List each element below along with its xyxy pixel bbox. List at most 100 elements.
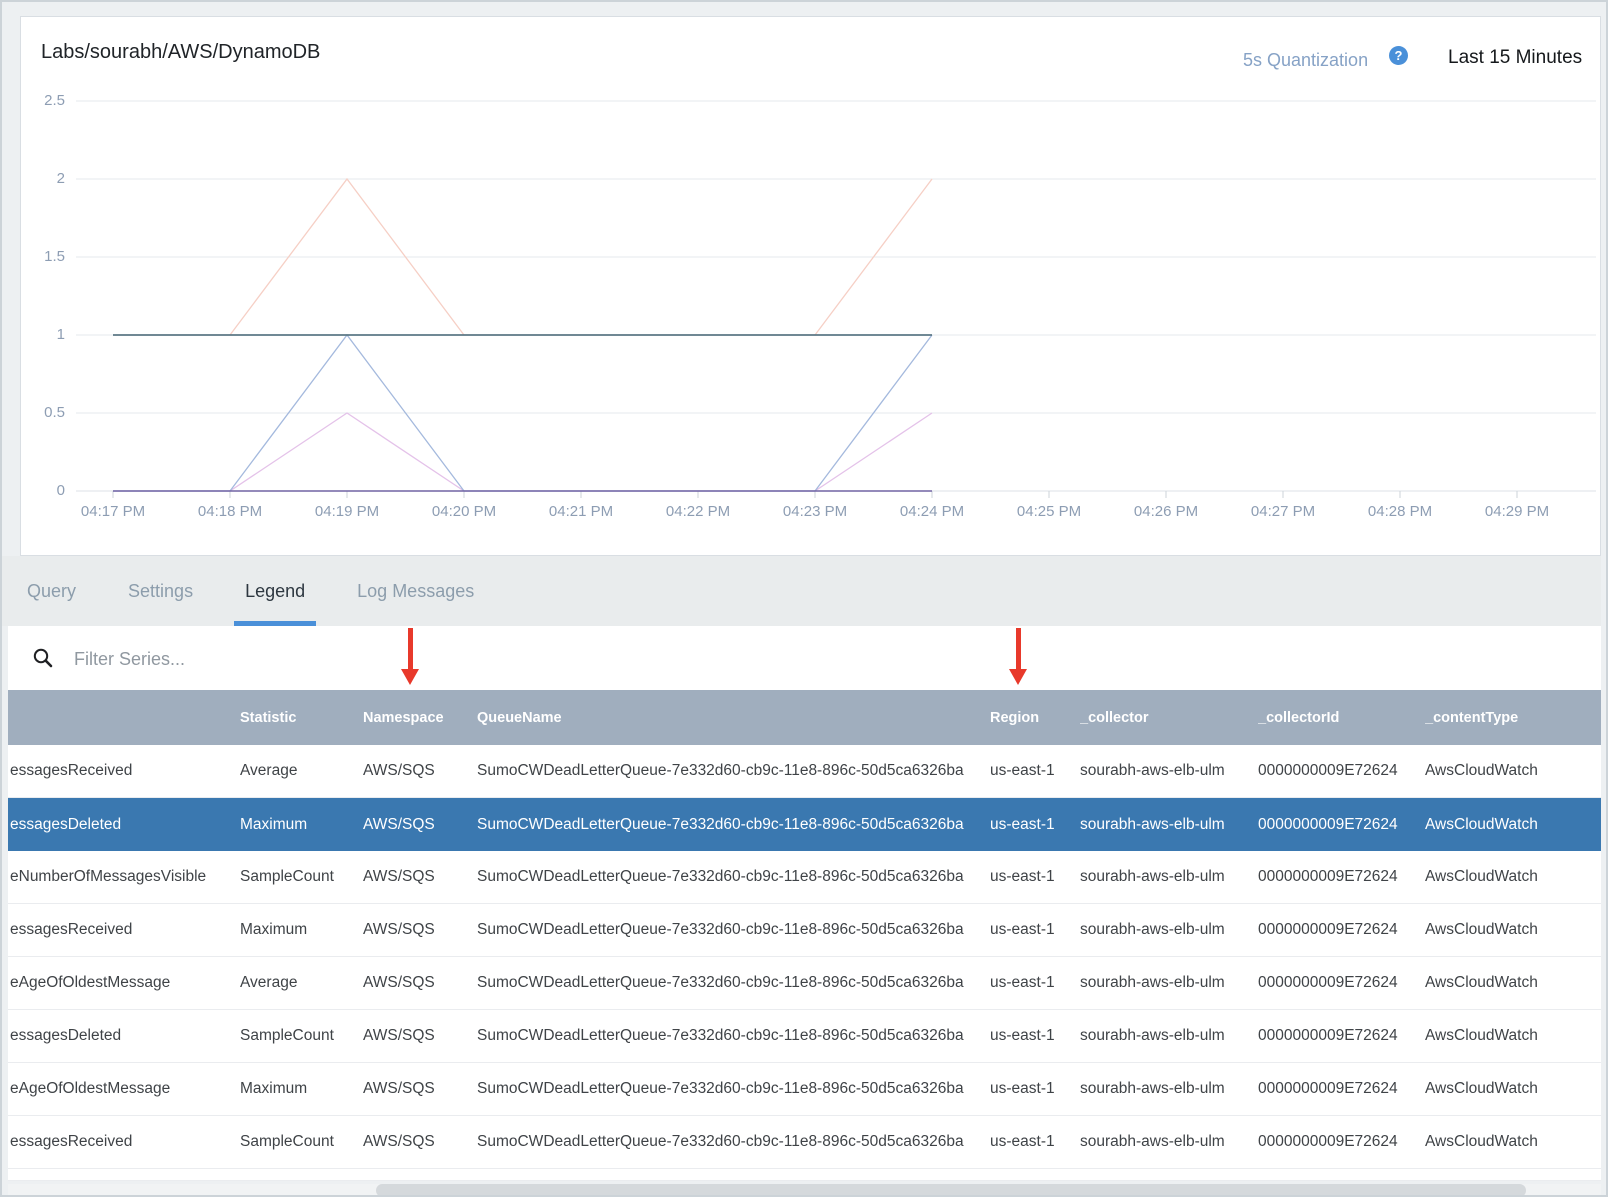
queue-name-cell: SumoCWDeadLetterQueue-7e332d60-cb9c-11e8…: [477, 921, 964, 938]
content-type-cell: AwsCloudWatch: [1425, 1027, 1538, 1044]
tab-bar: Query Settings Legend Log Messages: [0, 556, 1601, 626]
x-axis-tick-label: 04:25 PM: [1016, 503, 1082, 520]
namespace-cell: AWS/SQS: [363, 974, 435, 991]
x-axis-tick-label: 04:26 PM: [1133, 503, 1199, 520]
region-cell: us-east-1: [990, 815, 1055, 833]
tab-query[interactable]: Query: [27, 580, 77, 601]
y-axis-tick-label: 0.5: [44, 404, 65, 421]
statistic-cell: Average: [240, 974, 298, 991]
collector-id-cell: 0000000009E72624: [1258, 868, 1398, 885]
x-axis-tick-label: 04:19 PM: [314, 503, 380, 520]
region-cell: us-east-1: [990, 1133, 1055, 1150]
series-name-cell: essagesReceived: [10, 762, 133, 779]
y-axis-tick-label: 1: [56, 326, 65, 343]
table-row[interactable]: eAgeOfOldestMessage Maximum AWS/SQS SumoCWD…: [8, 1063, 1601, 1116]
table-body: essagesReceived Average AWS/SQS SumoCWDeadL…: [8, 745, 1601, 1169]
content-type-cell: AwsCloudWatch: [1425, 1133, 1538, 1150]
series-name-cell: eNumberOfMessagesVisible: [10, 868, 207, 885]
table-row[interactable]: essagesReceived SampleCount AWS/SQS SumoCWD…: [8, 1116, 1601, 1169]
table-row[interactable]: essagesDeleted SampleCount AWS/SQS SumoCWDe…: [8, 1010, 1601, 1063]
column-header-namespace[interactable]: Namespace: [363, 709, 444, 726]
column-header-statistic[interactable]: Statistic: [240, 709, 297, 726]
content-type-cell: AwsCloudWatch: [1425, 1080, 1538, 1097]
column-header-queuename[interactable]: QueueName: [477, 709, 562, 726]
column-header-region[interactable]: Region: [990, 709, 1040, 726]
collector-cell: sourabh-aws-elb-ulm: [1080, 815, 1225, 833]
metrics-line-chart: [76, 100, 1596, 498]
tab-settings[interactable]: Settings: [128, 580, 194, 601]
help-icon[interactable]: ?: [1389, 46, 1408, 65]
collector-id-cell: 0000000009E72624: [1258, 815, 1398, 833]
x-axis-tick-label: 04:17 PM: [80, 503, 146, 520]
x-axis-tick-label: 04:24 PM: [899, 503, 965, 520]
column-header-collector[interactable]: _collector: [1080, 709, 1149, 726]
table-row[interactable]: essagesReceived Average AWS/SQS SumoCWDeadL…: [8, 745, 1601, 798]
horizontal-scrollbar[interactable]: [8, 1184, 1601, 1197]
table-row[interactable]: essagesReceived Maximum AWS/SQS SumoCWDeadL…: [8, 904, 1601, 957]
y-axis-tick-label: 0: [56, 482, 65, 499]
x-axis-tick-label: 04:29 PM: [1484, 503, 1550, 520]
queue-name-cell: SumoCWDeadLetterQueue-7e332d60-cb9c-11e8…: [477, 1080, 964, 1097]
table-row[interactable]: eAgeOfOldestMessage Average AWS/SQS SumoCWD…: [8, 957, 1601, 1010]
filter-row: [8, 626, 1601, 690]
x-axis-tick-label: 04:22 PM: [665, 503, 731, 520]
series-name-cell: essagesDeleted: [10, 815, 122, 833]
column-header-collectorid[interactable]: _collectorId: [1258, 709, 1340, 726]
region-cell: us-east-1: [990, 1080, 1055, 1097]
region-cell: us-east-1: [990, 974, 1055, 991]
column-header-contenttype[interactable]: _contentType: [1425, 709, 1519, 726]
quantization-label[interactable]: 5s Quantization: [1243, 50, 1369, 70]
statistic-cell: SampleCount: [240, 868, 334, 885]
collector-id-cell: 0000000009E72624: [1258, 1080, 1398, 1097]
queue-name-cell: SumoCWDeadLetterQueue-7e332d60-cb9c-11e8…: [477, 815, 964, 833]
x-axis-tick-label: 04:27 PM: [1250, 503, 1316, 520]
statistic-cell: SampleCount: [240, 1027, 334, 1044]
y-axis-tick-label: 2.5: [44, 92, 65, 109]
table-row[interactable]: eNumberOfMessagesVisible SampleCount AWS/S…: [8, 851, 1601, 904]
y-axis-tick-label: 1.5: [44, 248, 65, 265]
x-axis-tick-label: 04:20 PM: [431, 503, 497, 520]
arrow-head-icon: [1008, 669, 1027, 685]
collector-id-cell: 0000000009E72624: [1258, 974, 1398, 991]
namespace-cell: AWS/SQS: [363, 762, 435, 779]
region-cell: us-east-1: [990, 1027, 1055, 1044]
collector-cell: sourabh-aws-elb-ulm: [1080, 974, 1225, 991]
x-axis-tick-label: 04:18 PM: [197, 503, 263, 520]
table-header-row: Statistic Namespace QueueName Region _collec…: [8, 690, 1601, 745]
series-name-cell: essagesDeleted: [10, 1027, 122, 1044]
content-type-cell: AwsCloudWatch: [1425, 921, 1538, 938]
time-range-selector[interactable]: Last 15 Minutes: [1448, 47, 1583, 68]
collector-id-cell: 0000000009E72624: [1258, 921, 1398, 938]
content-type-cell: AwsCloudWatch: [1425, 974, 1538, 991]
namespace-cell: AWS/SQS: [363, 1133, 435, 1150]
arrow-shaft: [1015, 628, 1021, 669]
collector-id-cell: 0000000009E72624: [1258, 1133, 1398, 1150]
statistic-cell: SampleCount: [240, 1133, 334, 1150]
collector-cell: sourabh-aws-elb-ulm: [1080, 1080, 1225, 1097]
namespace-cell: AWS/SQS: [363, 921, 435, 938]
filter-series-input[interactable]: [72, 642, 676, 676]
search-icon: [32, 647, 54, 674]
namespace-cell: AWS/SQS: [363, 815, 435, 833]
x-axis-tick-label: 04:23 PM: [782, 503, 848, 520]
tab-legend[interactable]: Legend: [234, 556, 317, 626]
table-row-partial: [8, 1169, 1601, 1181]
namespace-cell: AWS/SQS: [363, 1027, 435, 1044]
collector-id-cell: 0000000009E72624: [1258, 762, 1398, 779]
table-row[interactable]: essagesDeleted Maximum AWS/SQS SumoCWDeadLe…: [8, 798, 1601, 851]
scrollbar-thumb[interactable]: [376, 1184, 1526, 1197]
chart-panel: Labs/sourabh/AWS/DynamoDB 5s Quantizatio…: [20, 16, 1601, 556]
statistic-cell: Maximum: [240, 1080, 308, 1097]
content-type-cell: AwsCloudWatch: [1425, 762, 1538, 779]
series-name-cell: essagesReceived: [10, 921, 133, 938]
collector-cell: sourabh-aws-elb-ulm: [1080, 868, 1225, 885]
namespace-cell: AWS/SQS: [363, 1080, 435, 1097]
region-cell: us-east-1: [990, 868, 1055, 885]
queue-name-cell: SumoCWDeadLetterQueue-7e332d60-cb9c-11e8…: [477, 868, 964, 885]
region-cell: us-east-1: [990, 762, 1055, 779]
series-name-cell: eAgeOfOldestMessage: [10, 1080, 171, 1097]
collector-cell: sourabh-aws-elb-ulm: [1080, 1133, 1225, 1150]
content-type-cell: AwsCloudWatch: [1425, 868, 1538, 885]
tab-log-messages[interactable]: Log Messages: [357, 580, 475, 601]
